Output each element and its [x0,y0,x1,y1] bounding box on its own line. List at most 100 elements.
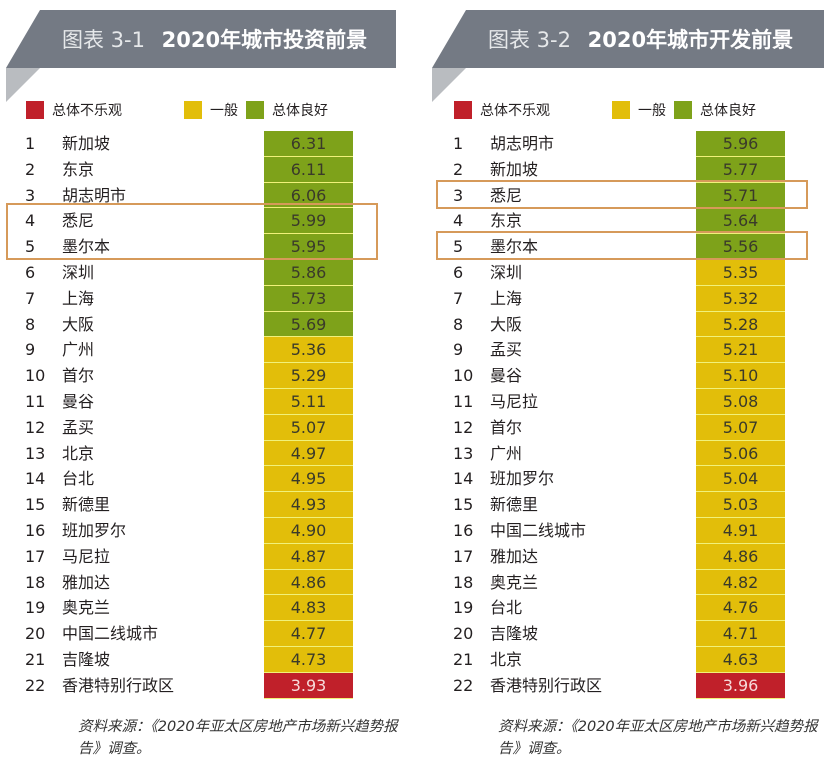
score-cell: 4.91 [696,518,785,544]
score-cell: 6.11 [264,156,353,183]
rank-number: 1 [25,134,36,153]
score-cell: 5.86 [264,260,353,286]
score-cell: 3.96 [696,672,785,699]
score-cell: 5.29 [264,363,353,389]
city-name: 悉尼 [62,211,95,231]
chart-panel-investment: 图表 3-1 2020年城市投资前景 总体不乐观 一般 总体良好 1 新加坡 6.3… [0,0,400,762]
city-name: 孟买 [490,340,523,360]
table-row: 5 墨尔本 5.95 [25,234,353,260]
rank-number: 20 [25,624,46,644]
title-banner: 图表 3-2 2020年城市开发前景 [432,10,824,102]
rank-number: 5 [25,237,36,257]
city-name: 胡志明市 [62,185,127,205]
score-cell: 5.06 [696,440,785,467]
highlight-box [436,231,808,260]
table-row: 8 大阪 5.69 [25,311,353,338]
score-cell: 5.11 [264,389,353,415]
city-name: 马尼拉 [62,546,111,566]
city-name: 新加坡 [62,134,111,153]
city-name: 东京 [490,211,523,231]
score-cell: 5.07 [696,414,785,441]
rank-number: 9 [453,340,464,360]
score-cell: 5.04 [696,466,785,493]
table-row: 20 中国二线城市 4.77 [25,621,353,647]
city-name: 新德里 [62,495,111,515]
score-cell: 4.93 [264,492,353,518]
city-name: 中国二线城市 [490,521,587,540]
table-row: 18 雅加达 4.86 [25,569,353,596]
chart-panel-development: 图表 3-2 2020年城市开发前景 总体不乐观 一般 总体良好 1 胡志明市 5.… [420,0,824,762]
table-row: 8 大阪 5.28 [453,311,785,338]
score-cell: 4.76 [696,595,785,622]
rank-number: 17 [453,546,474,566]
score-cell: 4.86 [696,543,785,570]
city-name: 班加罗尔 [490,469,555,489]
legend-item-neutral: 一般 [612,100,666,120]
table-row: 14 台北 4.95 [25,466,353,493]
score-cell: 5.35 [696,260,785,286]
rank-number: 16 [25,521,46,540]
rank-number: 13 [25,443,46,463]
table-row: 12 首尔 5.07 [453,414,785,441]
legend-item-neutral: 一般 [184,100,238,120]
rank-number: 19 [453,598,474,618]
rank-number: 10 [453,366,474,386]
score-cell: 6.31 [264,131,353,157]
score-cell: 4.87 [264,543,353,570]
score-cell: 5.21 [696,337,785,364]
city-name: 深圳 [490,263,523,282]
city-name: 墨尔本 [62,237,111,257]
city-name: 首尔 [62,366,95,386]
city-name: 曼谷 [62,392,95,411]
table-row: 10 曼谷 5.10 [453,363,785,389]
rank-number: 12 [453,417,474,437]
chart-title: 2020年城市开发前景 [587,28,794,52]
city-name: 新德里 [490,495,539,515]
score-cell: 5.95 [264,234,353,260]
table-row: 2 新加坡 5.77 [453,156,785,183]
rank-number: 8 [453,314,464,334]
rank-number: 21 [25,650,46,669]
rank-number: 21 [453,650,474,669]
table-row: 19 奥克兰 4.83 [25,595,353,622]
city-name: 奥克兰 [62,598,111,618]
table-row: 7 上海 5.32 [453,285,785,312]
table-row: 4 东京 5.64 [453,208,785,235]
table-row: 13 广州 5.06 [453,440,785,467]
city-name: 香港特别行政区 [62,675,175,695]
table-row: 17 马尼拉 4.87 [25,543,353,570]
city-name: 上海 [62,288,95,308]
rank-number: 14 [453,469,474,489]
table-row: 18 奥克兰 4.82 [453,569,785,596]
table-row: 7 上海 5.73 [25,285,353,312]
table-row: 10 首尔 5.29 [25,363,353,389]
city-name: 悉尼 [490,185,523,205]
rank-number: 22 [25,675,46,695]
score-cell: 4.95 [264,466,353,493]
rank-number: 19 [25,598,46,618]
rank-number: 9 [25,340,36,360]
score-cell: 4.71 [696,621,785,647]
rank-number: 20 [453,624,474,644]
table-row: 13 北京 4.97 [25,440,353,467]
table-row: 1 胡志明市 5.96 [453,131,785,157]
figure-label: 图表 3-1 [62,28,145,52]
city-name: 墨尔本 [490,237,539,257]
table-row: 4 悉尼 5.99 [25,208,353,235]
table-row: 11 马尼拉 5.08 [453,389,785,415]
rank-number: 7 [25,288,36,308]
rank-number: 11 [25,392,46,411]
city-name: 胡志明市 [490,134,555,153]
score-cell: 5.69 [264,311,353,338]
rank-number: 12 [25,417,46,437]
rank-number: 3 [453,185,464,205]
city-name: 上海 [490,288,523,308]
city-name: 奥克兰 [490,572,539,592]
table-row: 17 雅加达 4.86 [453,543,785,570]
rank-number: 18 [25,572,46,592]
rank-number: 15 [453,495,474,515]
score-cell: 5.73 [264,285,353,312]
table-row: 15 新德里 5.03 [453,492,785,518]
score-cell: 3.93 [264,672,353,699]
city-name: 东京 [62,159,95,179]
